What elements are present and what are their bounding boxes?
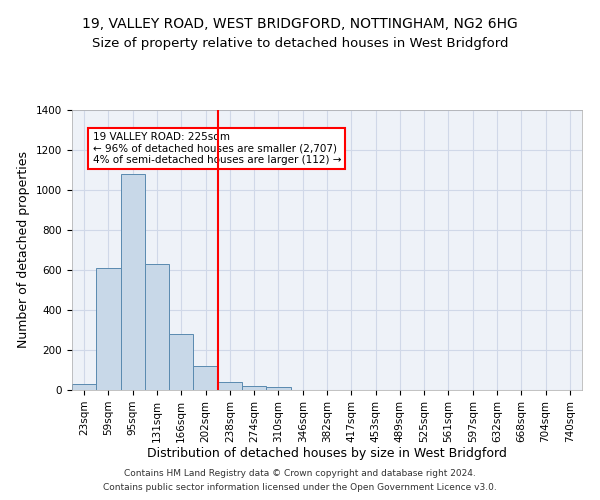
Bar — [96, 268, 121, 390]
Bar — [193, 366, 218, 390]
Bar — [218, 382, 242, 390]
Bar — [242, 386, 266, 390]
Text: Contains HM Land Registry data © Crown copyright and database right 2024.: Contains HM Land Registry data © Crown c… — [124, 468, 476, 477]
Bar — [169, 334, 193, 390]
Text: Size of property relative to detached houses in West Bridgford: Size of property relative to detached ho… — [92, 38, 508, 51]
X-axis label: Distribution of detached houses by size in West Bridgford: Distribution of detached houses by size … — [147, 448, 507, 460]
Text: 19, VALLEY ROAD, WEST BRIDGFORD, NOTTINGHAM, NG2 6HG: 19, VALLEY ROAD, WEST BRIDGFORD, NOTTING… — [82, 18, 518, 32]
Bar — [266, 387, 290, 390]
Bar — [145, 264, 169, 390]
Bar — [72, 384, 96, 390]
Text: 19 VALLEY ROAD: 225sqm
← 96% of detached houses are smaller (2,707)
4% of semi-d: 19 VALLEY ROAD: 225sqm ← 96% of detached… — [92, 132, 341, 165]
Bar — [121, 174, 145, 390]
Text: Contains public sector information licensed under the Open Government Licence v3: Contains public sector information licen… — [103, 484, 497, 492]
Y-axis label: Number of detached properties: Number of detached properties — [17, 152, 31, 348]
